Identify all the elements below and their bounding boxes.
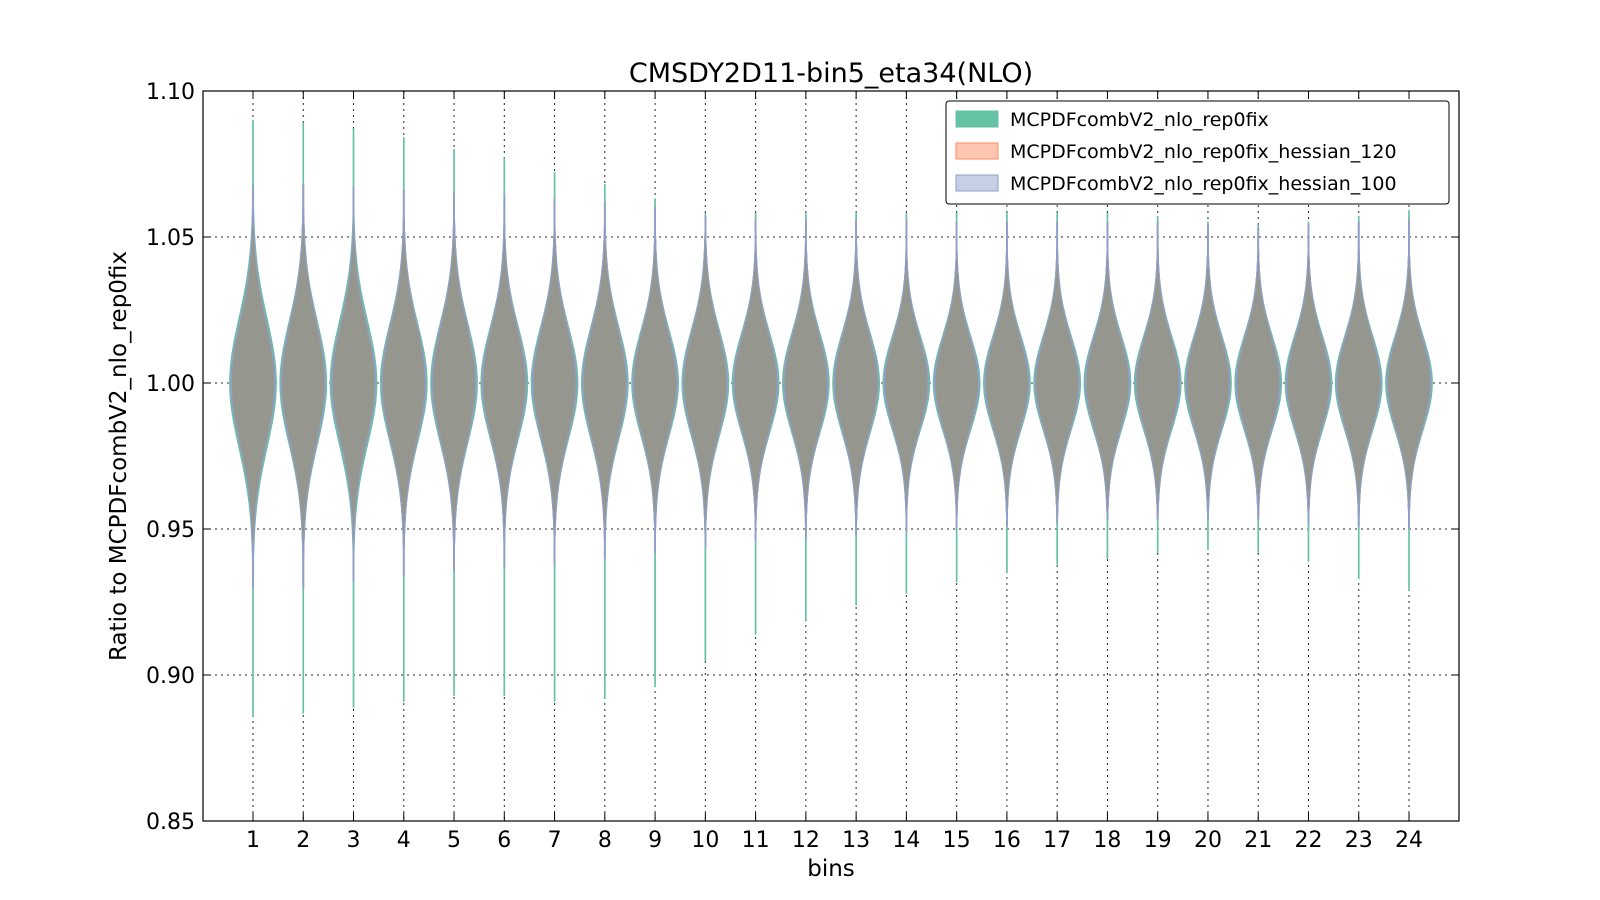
x-tick-label: 15 (943, 828, 971, 853)
axis-ticks: 0.850.900.951.001.051.101 2 3 4 5 6 7 8 9 10 11 12 1… (146, 80, 1459, 853)
x-tick-label: 9 (648, 828, 662, 853)
violin-overlap-bin-8 (582, 201, 627, 559)
violin-overlap-bin-12 (783, 218, 828, 539)
violin-overlap-bin-3 (331, 186, 376, 583)
legend: MCPDFcombV2_nlo_rep0fix MCPDFcombV2_nlo_… (945, 100, 1450, 205)
y-tick-label: 1.05 (146, 226, 195, 251)
x-tick-label: 17 (1043, 828, 1071, 853)
x-tick-label: 14 (892, 828, 920, 853)
violin-overlap-bin-13 (834, 218, 879, 536)
x-tick-label: 5 (447, 828, 461, 853)
violin-overlap-bin-14 (884, 218, 929, 533)
x-tick-label: 19 (1144, 828, 1172, 853)
x-tick-label: 3 (347, 828, 361, 853)
violin-overlap-bin-7 (532, 198, 577, 565)
legend-entry-label: MCPDFcombV2_nlo_rep0fix (1010, 109, 1269, 131)
violin-overlap-bin-20 (1185, 224, 1231, 521)
violin-overlap-bin-15 (934, 221, 979, 530)
y-tick-label: 0.90 (146, 664, 195, 689)
violin-overlap-bin-17 (1035, 221, 1080, 524)
plot-frame (202, 90, 1460, 822)
violin-overlap-bin-4 (381, 189, 426, 577)
violin-overlap-bin-5 (431, 192, 477, 571)
x-tick-label: 11 (742, 828, 770, 853)
x-tick-label: 18 (1093, 828, 1121, 853)
violin-overlap-bin-24 (1386, 218, 1432, 530)
violin-overlap-bin-2 (281, 183, 326, 588)
violin-overlap-bin-19 (1135, 221, 1180, 521)
x-tick-label: 8 (598, 828, 612, 853)
legend-entry-label: MCPDFcombV2_nlo_rep0fix_hessian_100 (1010, 173, 1397, 195)
x-tick-label: 20 (1194, 828, 1222, 853)
violin-overlap-bin-1 (230, 183, 276, 588)
y-tick-label: 0.95 (146, 518, 195, 543)
legend-swatch (955, 142, 999, 160)
x-tick-label: 10 (691, 828, 719, 853)
violin-overlap-bin-16 (984, 221, 1030, 527)
violin-overlap-bin-6 (482, 195, 527, 568)
violin-overlap-bin-18 (1085, 221, 1130, 521)
x-tick-label: 7 (548, 828, 562, 853)
legend-swatch (955, 110, 999, 128)
violin-overlap-bin-22 (1286, 224, 1331, 524)
violin-overlap-bin-11 (733, 218, 778, 542)
y-tick-label: 0.85 (146, 810, 195, 835)
x-tick-label: 24 (1395, 828, 1423, 853)
y-tick-label: 1.00 (146, 372, 195, 397)
x-tick-label: 16 (993, 828, 1021, 853)
y-axis-label: Ratio to MCPDFcombV2_nlo_rep0fix (106, 251, 132, 661)
y-tick-label: 1.10 (146, 80, 195, 105)
x-axis-label: bins (807, 856, 855, 882)
legend-swatch (955, 174, 999, 192)
violin-overlap-bin-10 (683, 216, 728, 548)
violin-overlap-bin-9 (632, 207, 678, 553)
legend-entry-label: MCPDFcombV2_nlo_rep0fix_hessian_120 (1010, 141, 1397, 163)
x-tick-label: 2 (296, 828, 310, 853)
x-tick-label: 6 (497, 828, 511, 853)
violin-overlap-bin-23 (1336, 221, 1381, 527)
x-tick-label: 22 (1294, 828, 1322, 853)
x-tick-label: 23 (1345, 828, 1373, 853)
x-tick-label: 21 (1244, 828, 1272, 853)
x-tick-label: 13 (842, 828, 870, 853)
x-tick-label: 4 (397, 828, 411, 853)
x-tick-label: 12 (792, 828, 820, 853)
x-tick-label: 1 (246, 828, 260, 853)
violin-overlap-bin-21 (1236, 227, 1281, 521)
chart-title: CMSDY2D11-bin5_eta34(NLO) (629, 58, 1033, 89)
legend-box (945, 100, 1450, 205)
violin-series (229, 119, 1433, 717)
